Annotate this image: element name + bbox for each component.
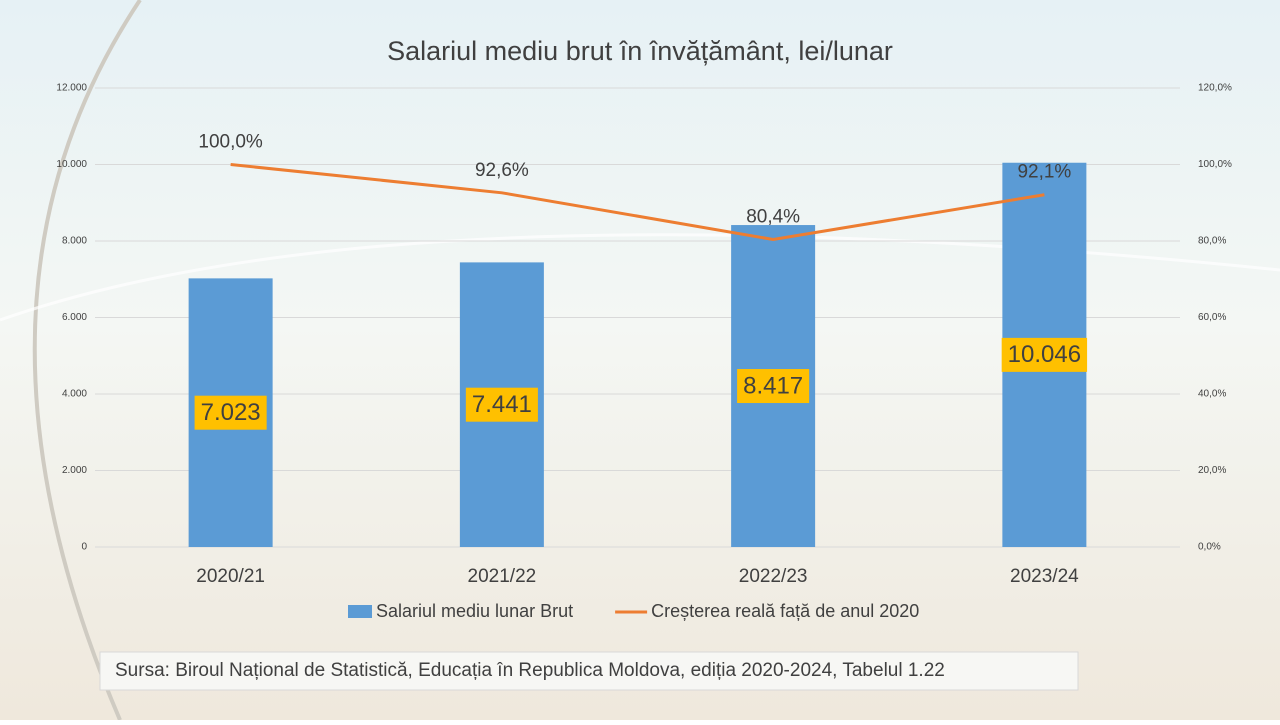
y-tick-label: 6.000 [62, 312, 87, 323]
y-tick-label: 4.000 [62, 389, 87, 400]
value-label: 100,0% [198, 132, 263, 153]
x-tick-label: 2022/23 [739, 566, 808, 587]
y2-tick-label: 120,0% [1198, 83, 1232, 94]
value-label: 8.417 [743, 372, 803, 399]
value-label-bg [465, 387, 538, 422]
y2-tick-label: 60,0% [1198, 312, 1226, 323]
y-tick-label: 0 [81, 542, 87, 553]
legend-label: Creșterea reală față de anul 2020 [651, 601, 919, 621]
decor-arc [32, 0, 142, 721]
legend-label: Salariul mediu lunar Brut [376, 601, 573, 621]
y-tick-label: 2.000 [62, 465, 87, 476]
value-label-bg [194, 395, 267, 430]
y2-tick-label: 100,0% [1198, 159, 1232, 170]
source-box [99, 651, 1079, 691]
chart-title: Salariul mediu brut în învățământ, lei/l… [387, 36, 893, 66]
value-label: 80,4% [746, 206, 800, 227]
x-tick-label: 2020/21 [196, 566, 265, 587]
value-label: 92,6% [475, 160, 529, 181]
y-tick-label: 12.000 [56, 83, 87, 94]
y2-tick-label: 80,0% [1198, 236, 1226, 247]
value-label: 7.023 [201, 399, 261, 426]
legend-swatch [348, 605, 372, 618]
value-label-bg [1001, 337, 1088, 372]
y2-tick-label: 0,0% [1198, 542, 1221, 553]
y2-tick-label: 20,0% [1198, 465, 1226, 476]
value-label: 7.441 [472, 391, 532, 418]
source: Sursa: Biroul Național de Statistică, Ed… [115, 660, 945, 681]
value-label: 10.046 [1008, 341, 1081, 368]
line [230, 163, 1045, 241]
y-tick-label: 10.000 [56, 159, 87, 170]
value-label-bg [737, 369, 810, 404]
value-label: 92,1% [1017, 162, 1071, 183]
x-tick-label: 2021/22 [468, 566, 537, 587]
y2-tick-label: 40,0% [1198, 389, 1226, 400]
y-tick-label: 8.000 [62, 236, 87, 247]
x-tick-label: 2023/24 [1010, 566, 1079, 587]
